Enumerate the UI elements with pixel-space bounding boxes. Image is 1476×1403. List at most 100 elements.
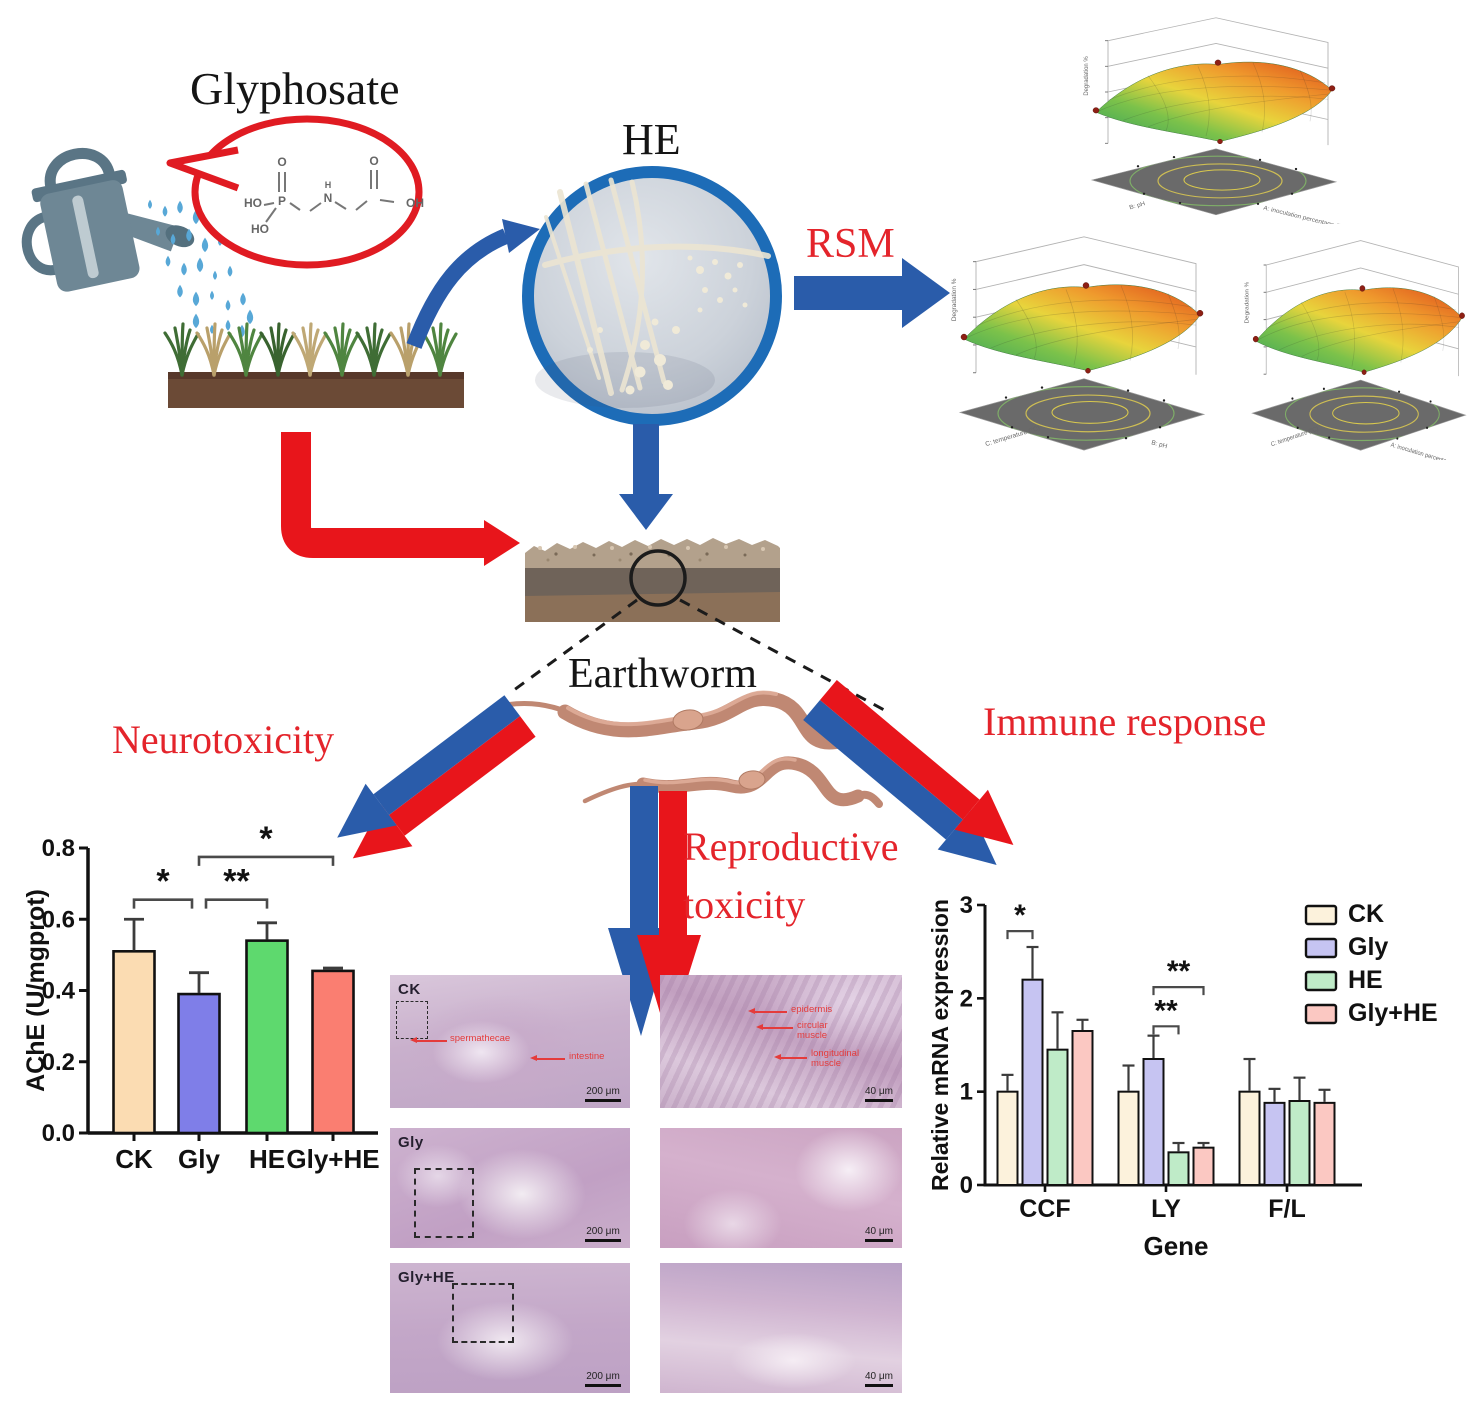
watering-can-icon <box>21 148 195 292</box>
mrna-bar-LY-Gly+HE <box>1192 1146 1215 1186</box>
svg-text:0.6: 0.6 <box>42 906 75 933</box>
annotation-epidermis: epidermis <box>791 1004 833 1015</box>
svg-text:CK: CK <box>115 1144 153 1174</box>
arrow-earthworm-to-neurotoxicity <box>337 695 536 859</box>
he-label: HE <box>622 115 681 164</box>
mrna-grouped-bar-chart: 0 1 2 3 CCF LY F/L Gene * ** ** Relative mRNA expre… <box>927 878 1476 1298</box>
rsm-surface-plot-2: Degradation % C: temperature (°C) B: pH <box>951 222 1216 460</box>
rsm3-x-label: C: temperature (°C) <box>1270 426 1319 448</box>
annotation-leader-line <box>537 1058 565 1060</box>
annotation-leader-line <box>781 1057 807 1059</box>
mrna-bar-CCF-Gly <box>1021 978 1044 1186</box>
svg-text:CCF: CCF <box>1019 1195 1070 1223</box>
mrna-bar-F/L-Gly+HE <box>1313 1101 1336 1186</box>
svg-text:Relative mRNA expression: Relative mRNA expression <box>928 899 953 1191</box>
svg-text:Gly+HE: Gly+HE <box>1348 999 1438 1027</box>
svg-text:HE: HE <box>1348 966 1383 994</box>
svg-text:Gly+HE: Gly+HE <box>286 1144 379 1174</box>
annotation-longitudinal-muscle: longitudinal muscle <box>811 1048 860 1069</box>
svg-text:0.0: 0.0 <box>42 1120 75 1147</box>
rsm-surface-plot-3: Degradation % C: temperature (°C) A: ino… <box>1245 226 1476 460</box>
annotation-intestine: intestine <box>569 1051 605 1062</box>
histology-figure: CK spermathecae intestine 200 μm epiderm… <box>390 975 902 1395</box>
svg-text:Gene: Gene <box>1143 1231 1208 1261</box>
ache-bar-Gly+HE <box>311 969 355 1135</box>
svg-text:O: O <box>277 155 286 169</box>
histology-inset-box <box>414 1168 474 1238</box>
svg-text:HE: HE <box>249 1144 285 1174</box>
arrow-rsm <box>794 258 950 328</box>
histology-panel-ck-zoom: epidermis circular muscle longitudinal m… <box>660 975 902 1108</box>
svg-text:1: 1 <box>960 1079 973 1106</box>
annotation-arrow-icon <box>410 1037 417 1043</box>
legend-swatch-Gly <box>1304 937 1338 959</box>
svg-text:Gly: Gly <box>178 1144 220 1174</box>
annotation-spermathecae: spermathecae <box>450 1033 511 1044</box>
arrow-earthworm-to-immune <box>803 680 1014 865</box>
rsm-label: RSM <box>806 221 895 267</box>
svg-text:0: 0 <box>960 1172 973 1199</box>
rsm3-z-label: Degradation % <box>1245 281 1251 323</box>
mrna-bar-CCF-CK <box>996 1090 1019 1187</box>
svg-text:O: O <box>369 154 378 168</box>
mrna-bar-F/L-HE <box>1288 1100 1311 1186</box>
svg-text:HO: HO <box>251 222 269 236</box>
histology-label-ck: CK <box>398 981 421 998</box>
mrna-bar-LY-HE <box>1167 1151 1190 1187</box>
mrna-bar-F/L-Gly <box>1263 1101 1286 1186</box>
svg-text:P: P <box>278 194 286 208</box>
svg-text:0.8: 0.8 <box>42 835 75 862</box>
rsm1-y-label: A: inoculation percentage (%) <box>1262 205 1346 224</box>
annotation-leader-line <box>417 1040 447 1042</box>
rsm1-z-label: Degradation % <box>1083 56 1090 96</box>
histology-inset-box <box>452 1283 514 1343</box>
ache-bar-CK <box>112 950 156 1135</box>
soil-magnifier-circle <box>629 549 687 607</box>
mrna-bar-CCF-Gly+HE <box>1071 1030 1094 1186</box>
svg-text:2: 2 <box>960 985 973 1012</box>
histology-label-gly: Gly <box>398 1134 424 1151</box>
reproductive-toxicity-label: Reproductive toxicity <box>683 818 899 934</box>
svg-text:AChE (U/mgprot): AChE (U/mgprot) <box>22 889 50 1092</box>
glyphosate-structure <box>263 170 395 223</box>
svg-text:3: 3 <box>960 892 973 919</box>
scale-bar: 200 μm <box>585 1086 621 1102</box>
svg-text:**: ** <box>1167 955 1191 988</box>
soil-block <box>513 538 889 714</box>
svg-text:OH: OH <box>406 196 424 210</box>
ache-bar-Gly <box>177 992 221 1135</box>
grass-soil-strip <box>163 322 464 408</box>
legend-swatch-Gly+HE <box>1304 1003 1338 1025</box>
reproductive-toxicity-line1: Reproductive <box>683 824 899 869</box>
arrow-he-to-soil <box>619 424 673 530</box>
magnifier-dashed-lines <box>513 598 889 714</box>
reproductive-toxicity-line2: toxicity <box>683 882 806 927</box>
svg-text:F/L: F/L <box>1268 1195 1306 1223</box>
ache-bar-HE <box>245 939 289 1135</box>
rsm3-y-label: A: inoculation percentage (%) <box>1390 442 1463 460</box>
scale-bar: 200 μm <box>585 1371 621 1387</box>
svg-text:**: ** <box>1154 994 1178 1027</box>
scale-bar: 200 μm <box>585 1226 621 1242</box>
glyphosate-label: Glyphosate <box>190 63 400 114</box>
svg-text:H: H <box>325 180 332 190</box>
svg-text:HO: HO <box>244 196 262 210</box>
scale-bar: 40 μm <box>865 1226 893 1242</box>
mrna-bar-CCF-HE <box>1046 1048 1069 1186</box>
arrow-grass-to-he <box>406 219 540 349</box>
annotation-arrow-icon <box>530 1055 537 1061</box>
earthworms-illustration <box>497 690 883 808</box>
svg-text:0.4: 0.4 <box>42 978 76 1005</box>
legend-swatch-HE <box>1304 970 1338 992</box>
svg-text:N: N <box>324 191 333 205</box>
arrow-glyphosate-to-soil <box>281 432 520 566</box>
mrna-bar-F/L-CK <box>1238 1090 1261 1187</box>
earthworm-label: Earthworm <box>568 651 757 697</box>
histology-panel-gly-zoom: 40 μm <box>660 1128 902 1248</box>
scale-bar: 40 μm <box>865 1371 893 1387</box>
rsm2-y-label: B: pH <box>1150 439 1168 450</box>
rsm1-x-label: B: pH <box>1128 200 1146 211</box>
histology-panel-ck-overview: CK spermathecae intestine 200 μm <box>390 975 630 1108</box>
svg-text:LY: LY <box>1151 1195 1181 1223</box>
